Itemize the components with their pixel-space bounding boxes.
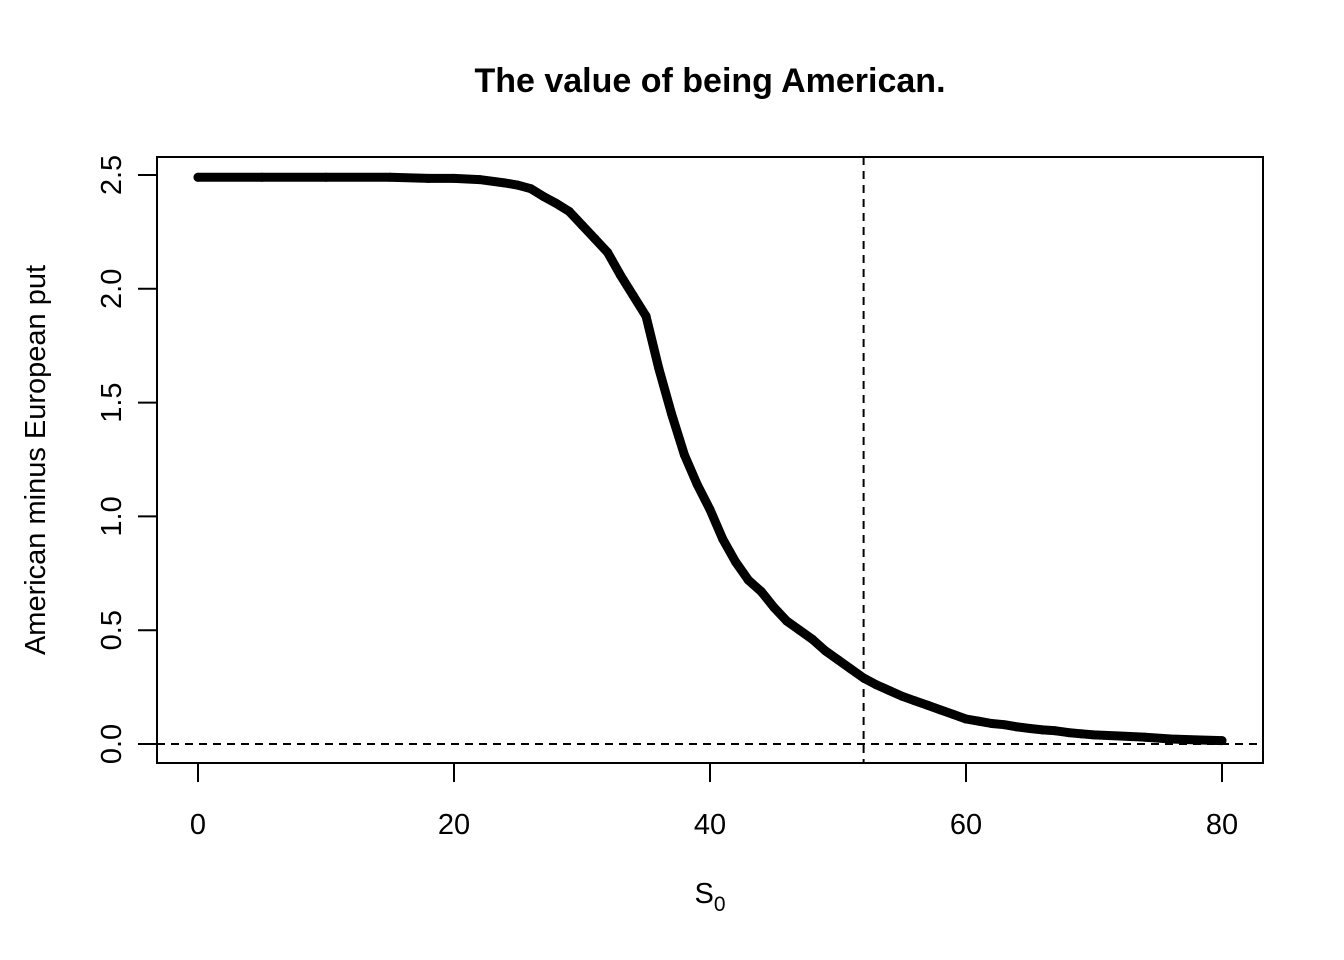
data-point (769, 602, 779, 612)
data-point (1089, 730, 1099, 740)
data-point (551, 199, 561, 208)
data-point (628, 291, 638, 301)
x-axis-label: S0 (694, 878, 725, 916)
data-point (820, 646, 830, 656)
data-point (1012, 722, 1022, 732)
data-point (1217, 736, 1227, 746)
plot-content (157, 157, 1263, 763)
data-point (500, 178, 510, 188)
data-point (615, 270, 625, 280)
data-point (731, 557, 741, 567)
x-tick-label: 60 (950, 809, 982, 841)
data-point (859, 673, 869, 683)
data-point (910, 696, 920, 706)
data-point (807, 634, 817, 644)
data-point (935, 705, 945, 715)
data-point (1076, 729, 1086, 739)
data-point (1025, 724, 1035, 733)
series-line (193, 172, 1227, 746)
labels-layer: 0 20 40 60 80 0.0 0.5 1.0 1.5 2.0 2.5 The value of … (20, 62, 1238, 916)
data-point (756, 587, 766, 596)
data-point (641, 311, 651, 321)
data-point (257, 172, 267, 182)
data-point (1166, 734, 1176, 744)
data-point (833, 655, 843, 665)
data-point (1115, 731, 1125, 741)
data-point (871, 680, 881, 690)
y-tick-label: 2.5 (96, 155, 128, 195)
data-point (846, 664, 856, 674)
data-point (321, 172, 331, 182)
y-tick-label: 1.5 (96, 382, 128, 422)
data-point (948, 709, 958, 719)
data-point (999, 720, 1009, 730)
data-point (564, 206, 574, 216)
data-point (692, 480, 702, 489)
plot-frame (156, 156, 1264, 764)
data-point (743, 575, 753, 585)
data-point (679, 450, 689, 460)
data-point (1051, 726, 1061, 736)
y-axis-label: American minus European put (20, 265, 52, 655)
data-point (718, 534, 728, 544)
data-point (193, 172, 203, 182)
x-tick-label: 40 (694, 809, 726, 841)
data-point (654, 364, 664, 373)
data-point (897, 691, 907, 701)
data-point (782, 616, 792, 626)
x-axis-label-main: S (694, 878, 713, 910)
data-point (1140, 732, 1150, 742)
data-point (539, 192, 549, 202)
y-tick-label: 2.0 (96, 269, 128, 309)
data-point (884, 686, 894, 695)
data-point (603, 247, 613, 257)
data-point (795, 625, 805, 635)
data-point (577, 220, 587, 230)
data-point (1191, 735, 1201, 745)
data-point (974, 716, 984, 726)
data-point (1063, 728, 1073, 738)
data-point (923, 700, 933, 710)
data-point (667, 409, 677, 419)
data-point (475, 175, 485, 185)
data-point (449, 173, 459, 183)
data-point (1038, 725, 1048, 735)
x-tick-label: 80 (1206, 809, 1238, 841)
data-point (961, 714, 971, 724)
y-tick-label: 0.0 (96, 724, 128, 764)
data-point (513, 180, 523, 190)
x-axis-label-subscript: 0 (714, 893, 726, 916)
x-tick-label: 20 (438, 809, 470, 841)
y-tick-label: 0.5 (96, 610, 128, 650)
data-point (423, 173, 433, 183)
y-tick-label: 1.0 (96, 496, 128, 536)
axes-layer (138, 156, 1264, 782)
data-point (526, 184, 536, 194)
chart-title: The value of being American. (474, 62, 945, 100)
x-tick-label: 0 (190, 809, 206, 841)
data-point (987, 719, 997, 728)
data-point (705, 505, 715, 515)
data-point (385, 172, 395, 182)
data-point (590, 234, 600, 244)
